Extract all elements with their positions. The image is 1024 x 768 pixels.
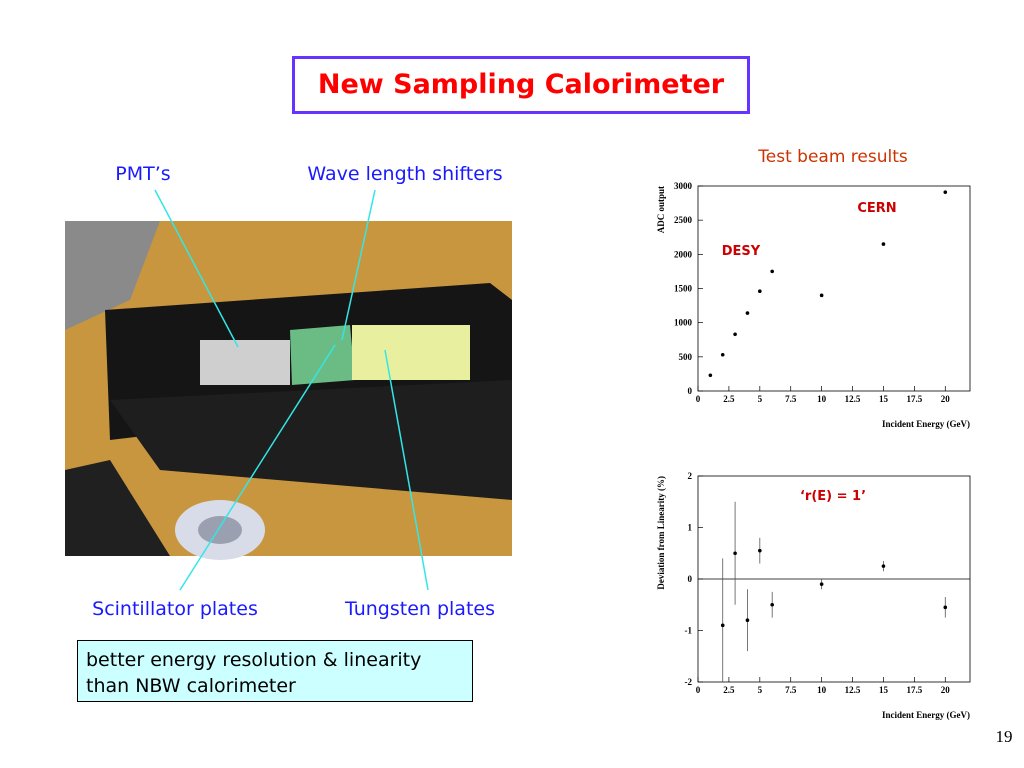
data-point [758, 289, 762, 294]
data-point [758, 548, 762, 553]
data-point [745, 618, 750, 622]
y-tick-label: 1500 [674, 284, 693, 294]
data-point [943, 190, 948, 194]
x-tick-label: 5 [758, 394, 763, 404]
data-point [819, 582, 824, 586]
x-tick-label: 15 [879, 685, 889, 695]
x-tick-label: 2.5 [723, 394, 735, 404]
photo [65, 221, 512, 560]
y-axis-label: ADC output [656, 186, 666, 233]
y-tick-label: 0 [688, 574, 693, 584]
chart: 0 2.5 5 7.5 10 12.5 15 17.5 20 -2 -1 0 1 2 Incident En… [656, 471, 971, 720]
x-tick-label: 20 [941, 685, 951, 695]
plot-frame [697, 185, 971, 392]
y-tick-label: 1000 [674, 318, 693, 328]
x-tick-label: 7.5 [785, 394, 797, 404]
data-point [819, 293, 824, 298]
data-point [720, 623, 725, 628]
x-tick-label: 10 [817, 394, 827, 404]
y-tick-label: 3000 [674, 181, 693, 191]
x-tick-label: 10 [817, 685, 827, 695]
x-tick-label: 7.5 [785, 685, 797, 695]
page-number: 19 [996, 727, 1013, 746]
data-point [733, 332, 737, 337]
x-tick-label: 5 [758, 685, 763, 695]
y-tick-label: 2000 [674, 249, 693, 259]
annotation: CERN [857, 201, 896, 216]
label: Scintillator plates [92, 598, 258, 620]
arrows [154, 189, 429, 591]
slide-title: New Sampling Calorimeter [292, 56, 750, 114]
x-tick-label: 0 [696, 394, 701, 404]
y-tick-label: 2 [688, 471, 693, 481]
y-tick-label: -1 [685, 626, 693, 636]
data-point [881, 564, 886, 568]
y-tick-label: 2500 [674, 215, 693, 225]
y-tick-label: 0 [688, 386, 693, 396]
x-tick-label: 12.5 [845, 685, 861, 695]
x-tick-label: 12.5 [845, 394, 861, 404]
y-tick-label: 500 [679, 352, 693, 362]
x-axis-label: Incident Energy (GeV) [882, 710, 970, 720]
x-tick-label: 15 [879, 394, 889, 404]
data-point [770, 602, 774, 607]
x-axis-label: Incident Energy (GeV) [882, 419, 970, 429]
label: Wave length shifters [307, 163, 502, 185]
note: better energy resolution & linearity tha… [77, 640, 473, 702]
data-point [733, 551, 737, 556]
x-tick-label: 0 [696, 685, 701, 695]
y-axis-label: Deviation from Linearity (%) [656, 476, 666, 590]
label: PMT’s [115, 163, 170, 185]
y-tick-label: -2 [685, 677, 693, 687]
data-point [745, 311, 750, 315]
y-tick-label: 1 [688, 523, 693, 533]
data-point [770, 269, 774, 274]
data-point [720, 352, 725, 357]
data-point [708, 373, 713, 378]
data-point [881, 242, 886, 246]
data-point [943, 605, 948, 610]
annotation: ‘r(E) = 1’ [800, 489, 866, 504]
x-tick-label: 20 [941, 394, 951, 404]
annotation: DESY [722, 244, 761, 259]
chart-title: Test beam results [757, 147, 908, 167]
label: Tungsten plates [344, 598, 495, 620]
x-tick-label: 17.5 [906, 394, 922, 404]
x-tick-label: 17.5 [906, 685, 922, 695]
x-tick-label: 2.5 [723, 685, 735, 695]
